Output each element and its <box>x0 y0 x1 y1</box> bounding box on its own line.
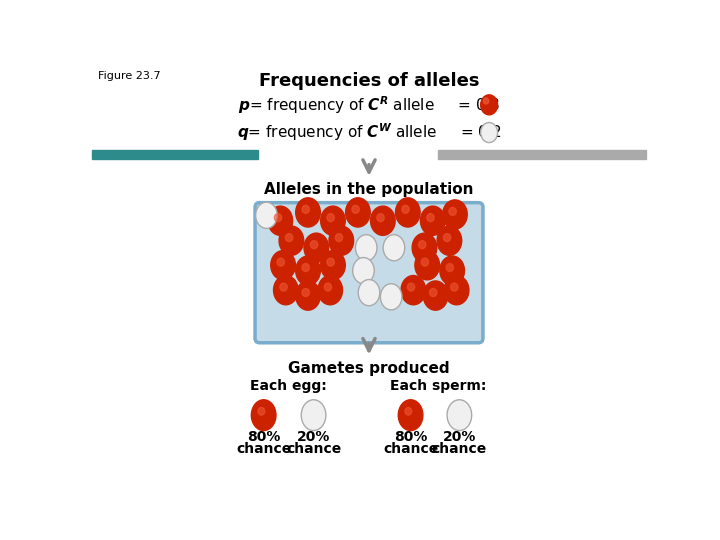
Ellipse shape <box>296 281 320 310</box>
Ellipse shape <box>420 206 445 235</box>
Ellipse shape <box>258 408 265 415</box>
Bar <box>438 150 647 159</box>
Ellipse shape <box>285 234 293 241</box>
Ellipse shape <box>327 214 334 221</box>
Ellipse shape <box>402 205 409 213</box>
Text: chance: chance <box>286 442 341 456</box>
Ellipse shape <box>371 206 395 235</box>
Ellipse shape <box>329 226 354 255</box>
Ellipse shape <box>418 241 426 249</box>
Ellipse shape <box>380 284 402 310</box>
Text: chance: chance <box>383 442 438 456</box>
Text: Frequencies of alleles: Frequencies of alleles <box>258 72 480 91</box>
Ellipse shape <box>481 95 498 115</box>
Ellipse shape <box>302 264 310 272</box>
Text: 20%: 20% <box>297 430 330 444</box>
Ellipse shape <box>274 275 298 305</box>
Ellipse shape <box>383 235 405 261</box>
Ellipse shape <box>352 205 359 213</box>
Ellipse shape <box>336 234 343 241</box>
Ellipse shape <box>408 283 415 291</box>
Ellipse shape <box>304 233 328 262</box>
Ellipse shape <box>446 264 454 272</box>
Ellipse shape <box>359 280 379 306</box>
Ellipse shape <box>398 400 423 430</box>
Ellipse shape <box>427 214 434 221</box>
Ellipse shape <box>437 226 462 255</box>
Ellipse shape <box>346 198 370 227</box>
Ellipse shape <box>279 226 304 255</box>
Ellipse shape <box>356 235 377 261</box>
Ellipse shape <box>318 275 343 305</box>
Ellipse shape <box>280 283 287 291</box>
Ellipse shape <box>443 200 467 229</box>
Ellipse shape <box>320 251 346 280</box>
Ellipse shape <box>423 281 448 310</box>
Text: Each sperm:: Each sperm: <box>390 379 487 393</box>
Text: Figure 23.7: Figure 23.7 <box>98 71 161 81</box>
Text: chance: chance <box>432 442 487 456</box>
Text: $\bfit{p}$= frequency of $\bfit{C}$$^{\bfit{R}}$ allele     = 0.8: $\bfit{p}$= frequency of $\bfit{C}$$^{\b… <box>238 94 500 116</box>
Ellipse shape <box>451 283 458 291</box>
Ellipse shape <box>256 202 277 228</box>
Ellipse shape <box>324 283 332 291</box>
Ellipse shape <box>320 206 346 235</box>
Ellipse shape <box>251 400 276 430</box>
Ellipse shape <box>415 251 439 280</box>
Ellipse shape <box>353 258 374 284</box>
Text: $\bfit{q}$= frequency of $\bfit{C}$$^{\bfit{W}}$ allele     = 0.2: $\bfit{q}$= frequency of $\bfit{C}$$^{\b… <box>237 122 501 144</box>
Ellipse shape <box>271 251 295 280</box>
Text: Alleles in the population: Alleles in the population <box>264 182 474 197</box>
Text: 20%: 20% <box>443 430 476 444</box>
Ellipse shape <box>268 206 292 235</box>
Text: 80%: 80% <box>247 430 280 444</box>
Ellipse shape <box>296 198 320 227</box>
Ellipse shape <box>440 256 464 285</box>
Ellipse shape <box>302 205 310 213</box>
Ellipse shape <box>302 288 310 296</box>
Ellipse shape <box>377 214 384 221</box>
Ellipse shape <box>395 198 420 227</box>
Ellipse shape <box>327 258 334 266</box>
Ellipse shape <box>481 123 498 143</box>
Ellipse shape <box>483 98 489 104</box>
Ellipse shape <box>296 256 320 285</box>
Ellipse shape <box>447 400 472 430</box>
Text: Each egg:: Each egg: <box>251 379 327 393</box>
Ellipse shape <box>277 258 284 266</box>
Ellipse shape <box>310 241 318 249</box>
Ellipse shape <box>421 258 428 266</box>
Ellipse shape <box>449 207 456 215</box>
Ellipse shape <box>401 275 426 305</box>
Text: 80%: 80% <box>394 430 427 444</box>
Text: chance: chance <box>236 442 292 456</box>
Bar <box>92 150 258 159</box>
Ellipse shape <box>444 234 451 241</box>
Text: Gametes produced: Gametes produced <box>288 361 450 376</box>
Ellipse shape <box>405 408 412 415</box>
Ellipse shape <box>301 400 326 430</box>
Ellipse shape <box>412 233 437 262</box>
Ellipse shape <box>274 214 282 221</box>
Ellipse shape <box>444 275 469 305</box>
FancyBboxPatch shape <box>255 202 483 343</box>
Ellipse shape <box>430 288 437 296</box>
